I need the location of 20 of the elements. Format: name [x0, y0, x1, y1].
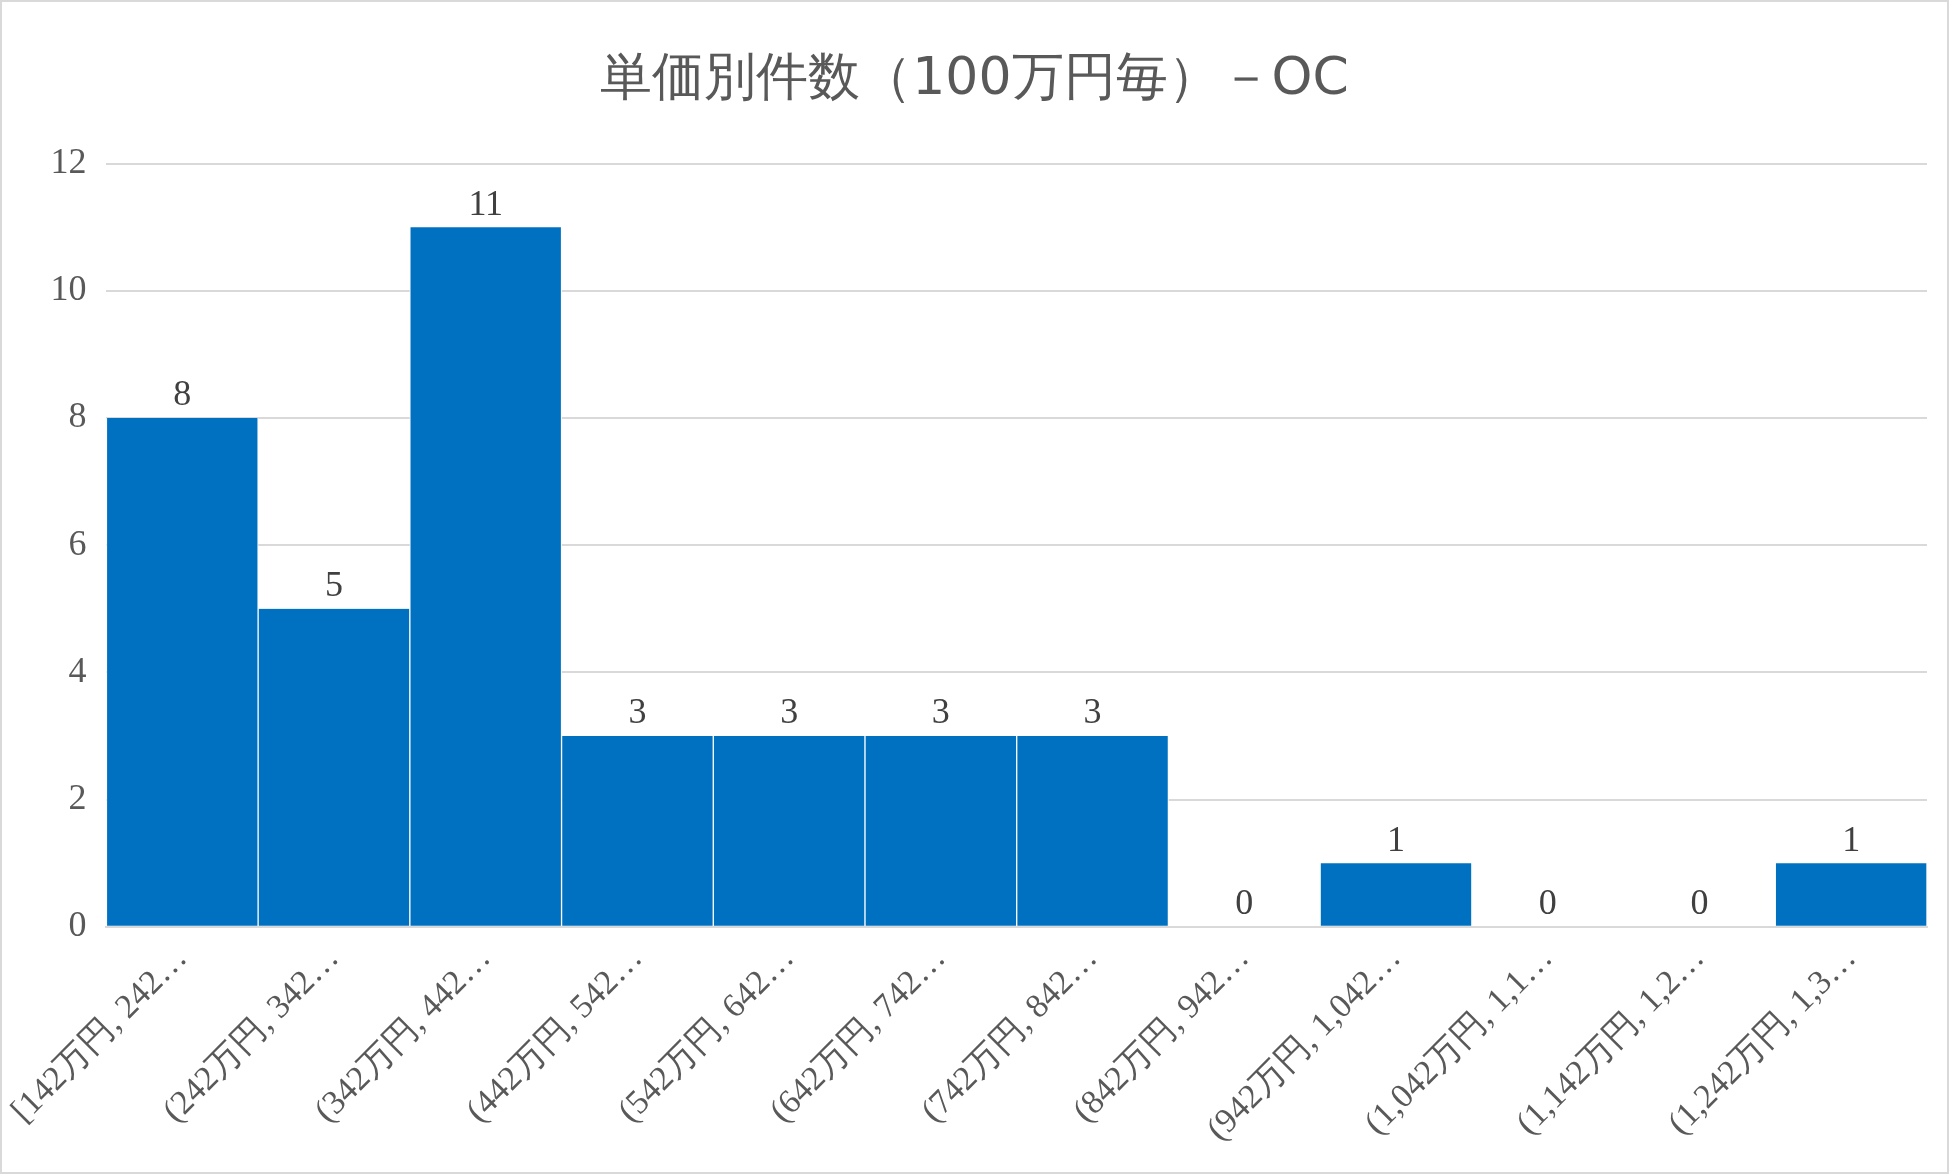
data-label: 3: [1083, 691, 1102, 732]
chart-title: 単価別件数（100万円毎）－OC: [599, 45, 1350, 108]
data-label: 1: [1387, 818, 1405, 859]
data-label: 8: [173, 373, 192, 414]
data-label: 3: [780, 691, 799, 732]
data-label: 3: [931, 691, 950, 732]
data-label: 0: [1690, 882, 1709, 923]
y-tick-label: 8: [68, 395, 87, 436]
data-label: 11: [468, 182, 504, 223]
y-tick-label: 2: [68, 777, 87, 818]
y-tick-label: 12: [50, 141, 87, 182]
data-label: 5: [324, 564, 343, 605]
data-label: 0: [1538, 882, 1557, 923]
y-tick-label: 0: [68, 904, 87, 945]
data-label: 0: [1235, 882, 1254, 923]
data-label: 3: [628, 691, 647, 732]
y-tick-label: 4: [68, 649, 87, 690]
y-tick-label: 6: [68, 522, 87, 563]
data-label: 1: [1842, 818, 1861, 859]
y-tick-label: 10: [50, 268, 87, 309]
